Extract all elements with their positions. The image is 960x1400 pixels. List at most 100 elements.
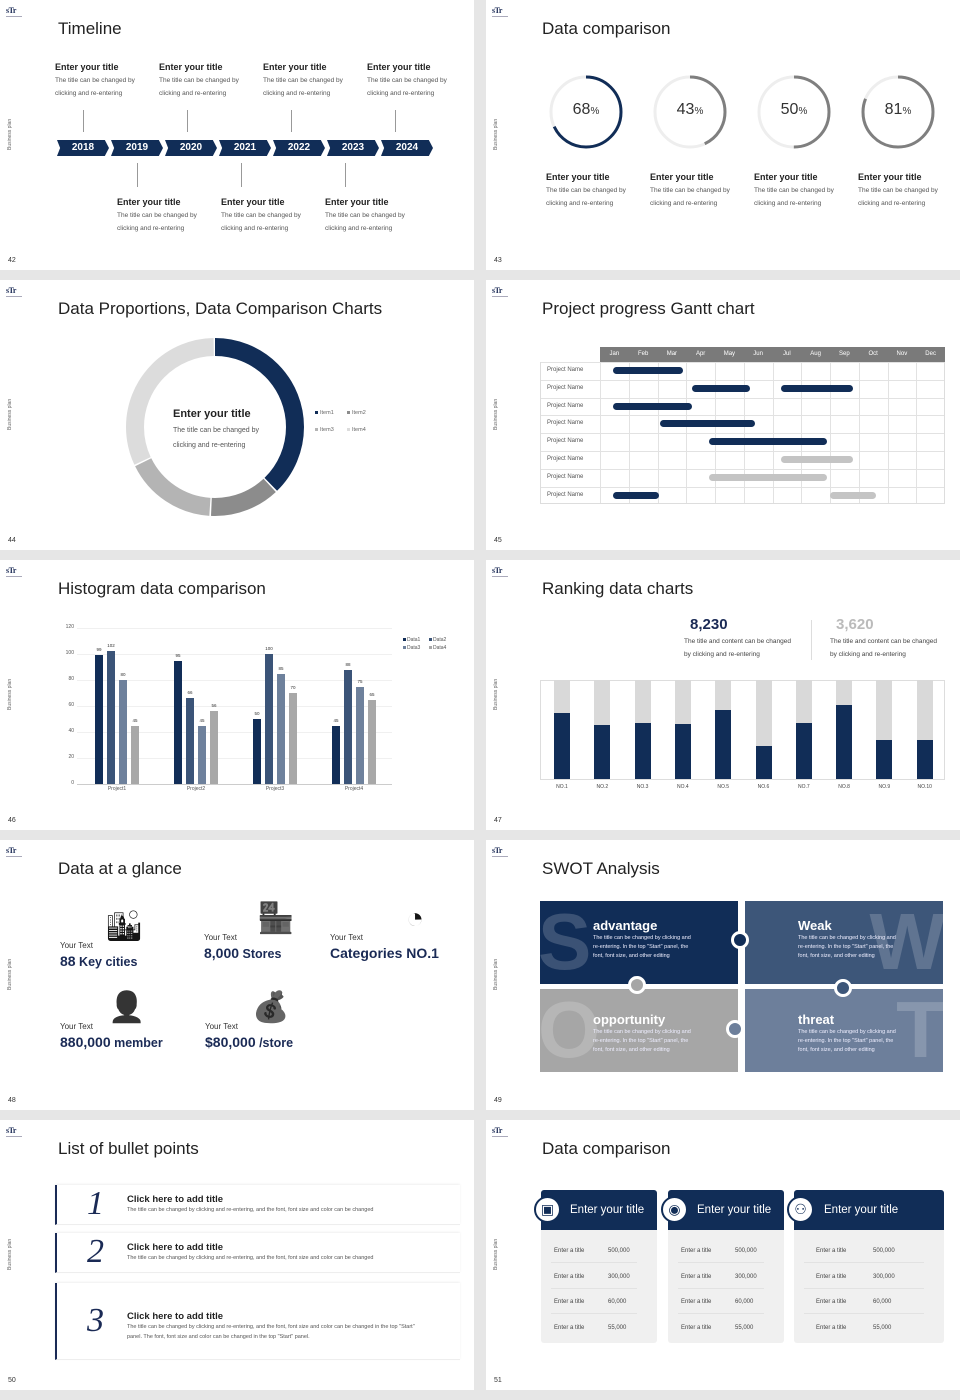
slide-45[interactable]: sTr Business plan 45 Project progress Gantt… (486, 280, 960, 550)
row-label: Enter a title (554, 1299, 585, 1305)
data-label: 45 (333, 717, 339, 723)
x-tick-label: NO.3 (636, 784, 649, 790)
row-label: Enter a title (816, 1299, 847, 1305)
item-value: 880,000 member (60, 1034, 163, 1050)
slide-title: Data comparison (542, 19, 671, 38)
slide-51[interactable]: sTr Business plan 51 Data comparison Enter y… (486, 1120, 960, 1390)
row-label: Enter a title (681, 1273, 712, 1280)
bullet-item[interactable]: 3 Click here to add title The title can be… (55, 1283, 460, 1360)
bar-Data3 (119, 680, 127, 784)
slide-42[interactable]: sTr Business plan 42 Timeline 2018 2019 2020 20… (0, 0, 474, 270)
gantt-row-line (540, 397, 945, 399)
data-label: 66 (187, 690, 193, 696)
puzzle-knob (834, 979, 852, 997)
bullet-item[interactable]: 2 Click here to add title The title can be… (55, 1233, 460, 1273)
item-label: Your Text (60, 941, 93, 950)
gantt-bar (830, 491, 876, 499)
slide-43[interactable]: sTr Business plan 43 Data comparison 68% Ente… (486, 0, 960, 270)
logo: sTr (492, 846, 508, 857)
item-title: Enter your title (325, 197, 389, 207)
ring-unit: % (694, 106, 704, 117)
chart-frame (540, 680, 945, 780)
logo: sTr (492, 6, 508, 17)
connector (241, 163, 242, 187)
gantt-bar (692, 384, 750, 392)
ring-fill (653, 75, 727, 149)
row-value: 55,000 (608, 1324, 627, 1331)
side-label: Business plan (493, 958, 499, 990)
store-icon: 🏪 (257, 902, 295, 935)
logo: sTr (492, 286, 508, 297)
bar-Data4 (131, 725, 139, 784)
row-label: Enter a title (816, 1324, 847, 1331)
card-title: Enter your title (697, 1204, 772, 1216)
comparison-item: Enter your title The title can be changed… (754, 172, 854, 210)
legend-swatch (315, 428, 318, 431)
logo: sTr (6, 6, 22, 17)
bullet-number: 1 (87, 1185, 104, 1222)
page-number: 50 (8, 1377, 16, 1384)
row-value: 300,000 (873, 1273, 895, 1280)
data-card[interactable]: Enter your title Enter a title 500,000 Ente… (794, 1190, 944, 1343)
item-value: $80,000 /store (205, 1034, 293, 1050)
connector (137, 163, 138, 187)
bar-value (876, 740, 893, 779)
legend-swatch (403, 638, 406, 641)
logo: sTr (6, 846, 22, 857)
gantt-bar (709, 473, 828, 481)
bar-Data2 (265, 654, 273, 784)
donut-chart (126, 338, 304, 516)
connector (291, 110, 292, 132)
bar-Data3 (198, 725, 206, 784)
x-tick-label: NO.9 (878, 784, 891, 790)
logo: sTr (6, 286, 22, 297)
item-title: Enter your title (159, 62, 223, 72)
swot-letter: O (540, 989, 601, 1072)
item-desc: The title can be changed by (159, 77, 239, 84)
timeline-item: Enter your title The title can be changed… (55, 62, 155, 100)
data-card[interactable]: Enter your title Enter a title 500,000 Ente… (668, 1190, 784, 1343)
ring-unit: % (798, 106, 808, 117)
page-number: 51 (494, 1377, 502, 1384)
slide-title: Data at a glance (58, 859, 182, 878)
row-label: Enter a title (681, 1248, 712, 1254)
legend-swatch (403, 646, 406, 649)
bullet-item[interactable]: 1 Click here to add title The title can be… (55, 1185, 460, 1225)
item-label: Your Text (205, 1022, 238, 1031)
progress-ring (653, 75, 727, 149)
gantt-bar (612, 367, 684, 374)
page-number: 45 (494, 537, 502, 544)
item-desc: The title can be changed by (263, 77, 343, 84)
slide-46[interactable]: sTr Business plan 46 Histogram data compari… (0, 560, 474, 830)
row-divider (678, 1287, 764, 1289)
month-label: Aug (810, 351, 821, 357)
slide-48[interactable]: sTr Business plan 48 Data at a glance 🏙 Your … (0, 840, 474, 1110)
data-label: 50 (254, 711, 260, 716)
item-title: Enter your title (367, 62, 431, 72)
slide-47[interactable]: sTr Business plan 47 Ranking data charts 8,2… (486, 560, 960, 830)
slide-44[interactable]: sTr Business plan 44 Data Proportions, Data… (0, 280, 474, 550)
value-number: 88 (60, 953, 76, 969)
row-value: 300,000 (608, 1273, 630, 1280)
swot-desc: re-entering. In the top "Start" panel, t… (798, 944, 894, 950)
center-desc: clicking and re-entering (173, 442, 246, 449)
swot-weak[interactable]: W Weak The title can be changed by clickin… (745, 901, 943, 984)
slide-title: Ranking data charts (542, 579, 694, 598)
item-title: Enter your title (546, 172, 610, 182)
month-label: May (723, 351, 736, 357)
swot-letter: T (896, 989, 943, 1072)
data-card[interactable]: Enter your title Enter a title 500,000 Ente… (541, 1190, 657, 1343)
bar-Data2 (344, 669, 352, 784)
item-desc: clicking and re-entering (546, 200, 614, 207)
bar-Data3 (277, 673, 285, 784)
ring-fill (861, 75, 935, 149)
pie-chart-icon: ◔ (405, 902, 425, 935)
slide-50[interactable]: sTr Business plan 50 List of bullet points 1… (0, 1120, 474, 1390)
item-desc: clicking and re-entering (263, 90, 331, 97)
row-value: 500,000 (735, 1248, 757, 1254)
gantt-bar (660, 420, 756, 428)
